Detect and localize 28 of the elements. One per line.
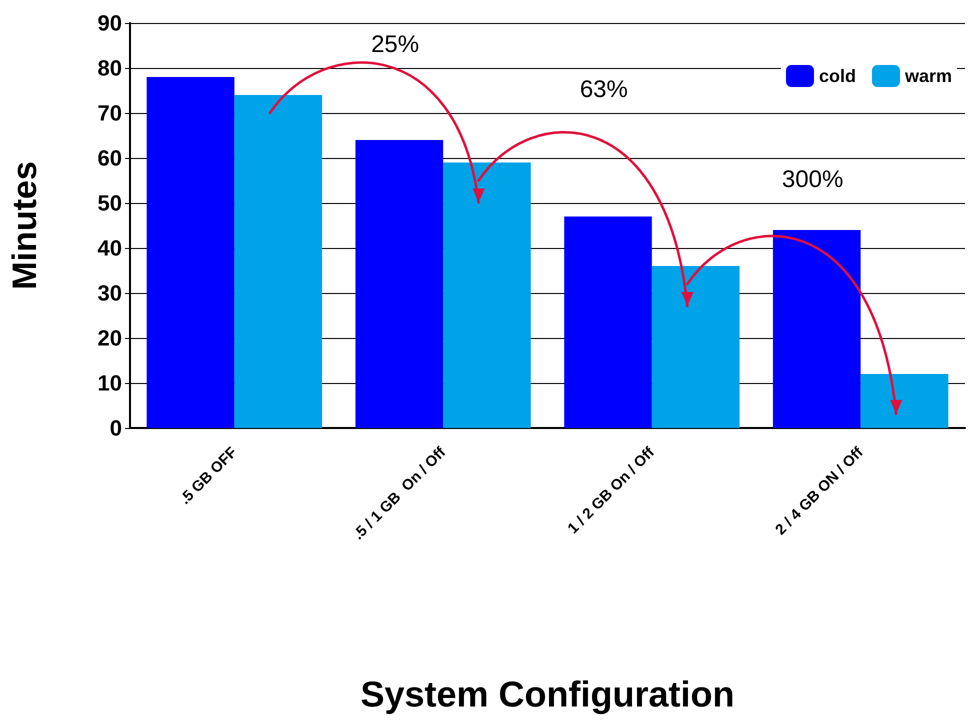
y-tick-label: 70 (98, 100, 122, 126)
bar (355, 140, 444, 428)
x-axis-title: System Configuration (360, 674, 735, 714)
y-tick-label: 10 (98, 370, 122, 396)
y-tick-label: 40 (98, 236, 122, 260)
y-tick-label: 20 (98, 326, 122, 350)
y-tick-label: 50 (98, 190, 122, 216)
y-tick-label: 60 (98, 146, 122, 170)
y-axis-title: Minutes (6, 161, 44, 290)
legend-label: warm (904, 66, 952, 86)
bar (146, 77, 234, 428)
bar (772, 230, 861, 428)
annotation: 63% (580, 76, 628, 103)
x-tick-label: 2 / 4 GB ON / Off (772, 443, 868, 538)
x-tick-label: 1 / 2 GB On / Off (564, 443, 659, 538)
bar (652, 266, 740, 428)
bar (564, 216, 652, 428)
y-tick-label: 80 (98, 56, 122, 80)
y-tick-label: 0 (110, 416, 122, 440)
annotation: 25% (371, 30, 420, 58)
annotation: 300% (782, 166, 844, 193)
y-tick-label: 30 (98, 280, 122, 306)
bar (443, 162, 531, 428)
bar (860, 374, 948, 428)
bar (234, 95, 322, 428)
legend-label: cold (818, 66, 856, 86)
x-tick-label: .5 / 1 GB On / Off (350, 443, 450, 544)
y-tick-label: 90 (98, 10, 122, 36)
